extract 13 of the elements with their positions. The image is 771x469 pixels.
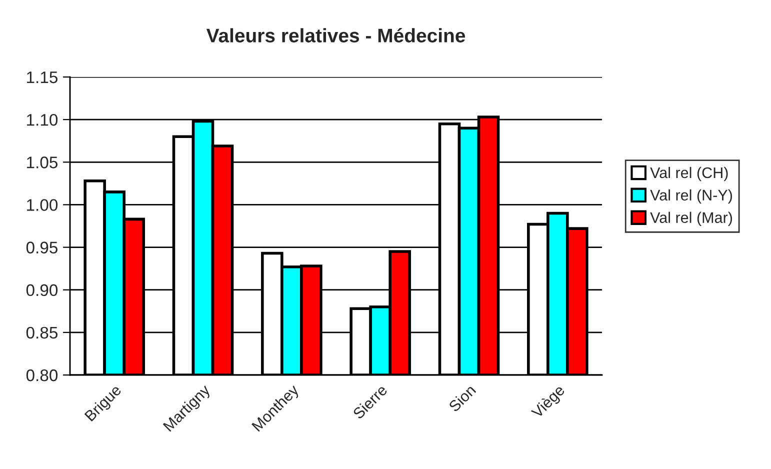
x-tick-label: Sion	[448, 384, 476, 412]
y-tick-label: 1.05	[27, 156, 58, 168]
y-tick-label: 1.00	[27, 199, 58, 211]
legend-label: Val rel (CH)	[650, 166, 728, 182]
chart-title: Valeurs relatives - Médecine	[206, 28, 466, 42]
y-tick-label: 1.15	[27, 72, 58, 84]
y-tick-label: 0.85	[26, 326, 58, 339]
legend-label: Val rel (Mar)	[650, 212, 732, 226]
y-tick-label: 0.90	[26, 284, 58, 296]
y-tick-label: 0.95	[26, 242, 58, 254]
y-tick-label: 1.10	[27, 114, 58, 126]
y-tick-label: 0.80	[26, 369, 58, 382]
legend-label: Val rel (N-Y)	[650, 189, 732, 204]
